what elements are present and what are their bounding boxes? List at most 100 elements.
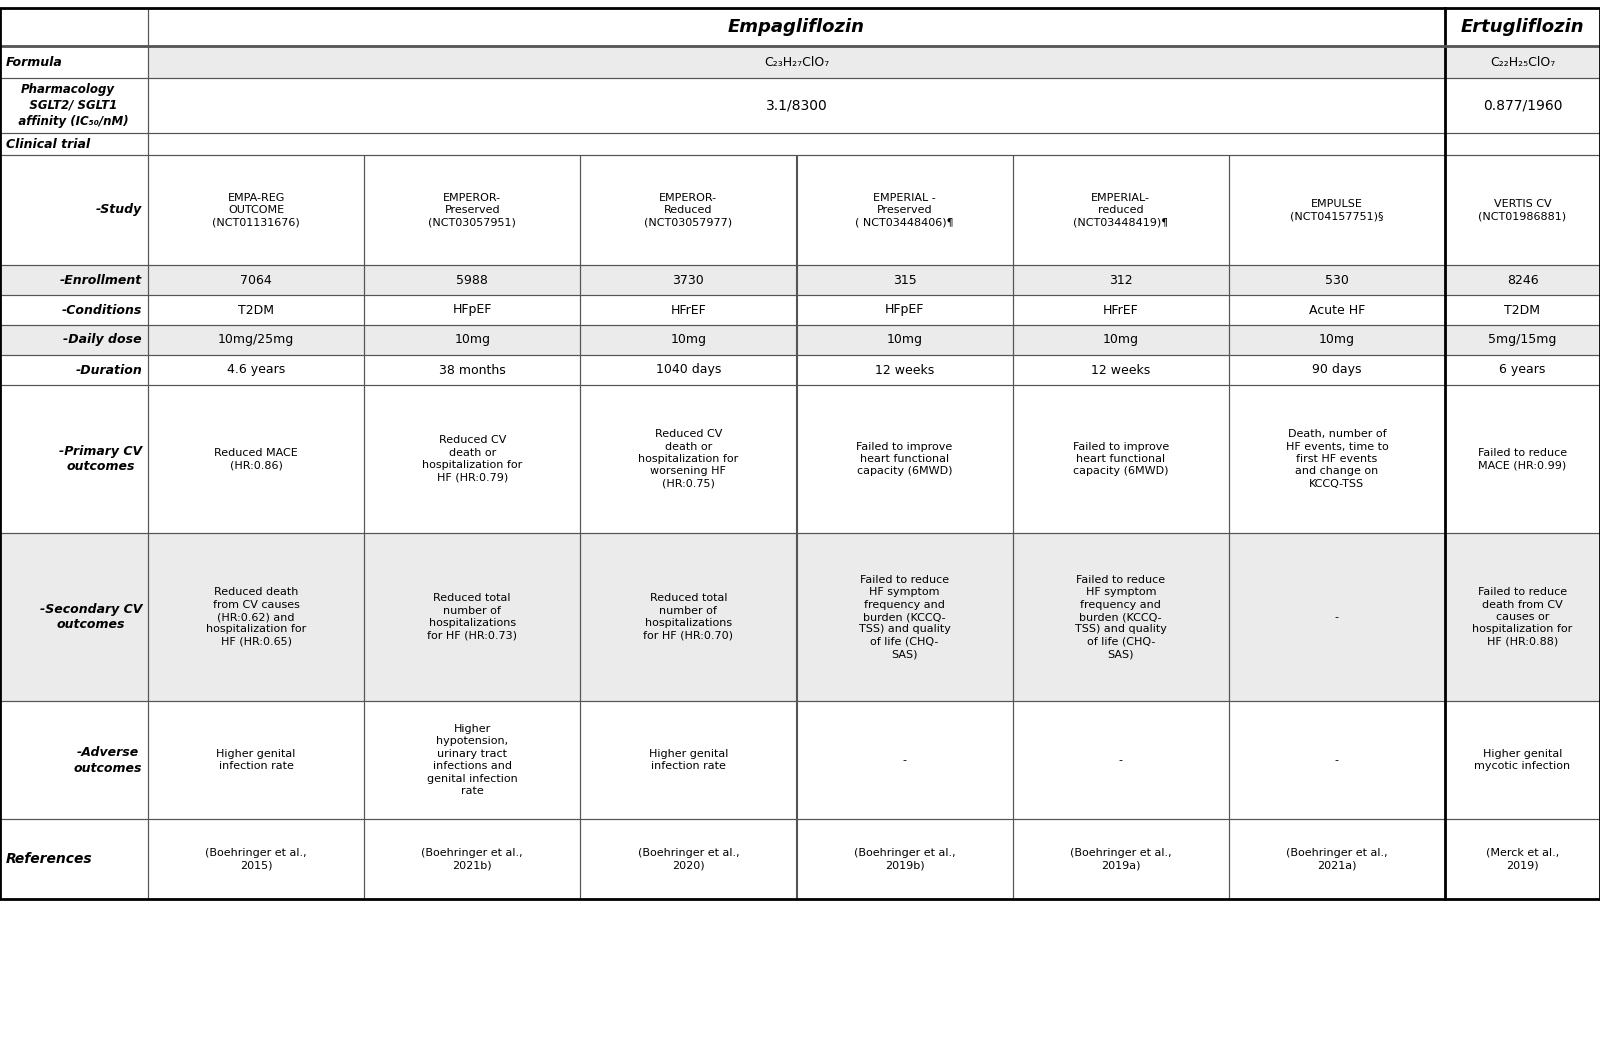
Bar	[1013, 295, 1229, 325]
Bar	[1445, 155, 1600, 265]
Bar	[0, 533, 147, 701]
Bar	[1013, 155, 1229, 265]
Text: -Study: -Study	[96, 203, 142, 217]
Text: -Duration: -Duration	[75, 364, 142, 377]
Text: Higher genital
infection rate: Higher genital infection rate	[648, 749, 728, 771]
Bar	[1229, 325, 1445, 355]
Bar	[581, 819, 797, 899]
Bar	[0, 819, 147, 899]
Bar	[581, 295, 797, 325]
Text: 12 weeks: 12 weeks	[1091, 364, 1150, 377]
Bar	[1229, 155, 1445, 265]
Text: 1040 days: 1040 days	[656, 364, 722, 377]
Bar	[581, 155, 797, 265]
Bar	[0, 265, 147, 295]
Text: (Merck et al.,
2019): (Merck et al., 2019)	[1486, 848, 1558, 870]
Text: -Primary CV
outcomes: -Primary CV outcomes	[59, 444, 142, 474]
Text: Clinical trial: Clinical trial	[6, 138, 90, 150]
Text: -Secondary CV
outcomes: -Secondary CV outcomes	[40, 603, 142, 631]
Bar	[1013, 325, 1229, 355]
Bar	[581, 533, 797, 701]
Bar	[147, 265, 365, 295]
Bar	[365, 533, 581, 701]
Bar	[1013, 819, 1229, 899]
Bar	[797, 533, 1013, 701]
Text: 10mg: 10mg	[1318, 334, 1355, 346]
Bar	[1445, 265, 1600, 295]
Bar	[365, 295, 581, 325]
Text: -: -	[1118, 755, 1123, 765]
Bar	[797, 819, 1013, 899]
Bar	[1445, 533, 1600, 701]
Bar	[1229, 385, 1445, 533]
Bar	[1229, 533, 1445, 701]
Text: C₂₂H₂₅ClO₇: C₂₂H₂₅ClO₇	[1490, 55, 1555, 69]
Bar	[0, 325, 147, 355]
Text: C₂₃H₂₇ClO₇: C₂₃H₂₇ClO₇	[763, 55, 829, 69]
Bar	[581, 819, 797, 899]
Bar	[1229, 155, 1445, 265]
Text: 6 years: 6 years	[1499, 364, 1546, 377]
Text: 0.877/1960: 0.877/1960	[1483, 98, 1562, 113]
Text: Failed to reduce
HF symptom
frequency and
burden (KCCQ-
TSS) and quality
of life: Failed to reduce HF symptom frequency an…	[1075, 575, 1166, 659]
Bar	[0, 355, 147, 385]
Bar	[1445, 701, 1600, 819]
Bar	[1013, 265, 1229, 295]
Bar	[365, 819, 581, 899]
Text: 3.1/8300: 3.1/8300	[766, 98, 827, 113]
Bar	[147, 701, 365, 819]
Bar	[797, 701, 1013, 819]
Bar	[1013, 819, 1229, 899]
Bar	[147, 8, 1445, 46]
Bar	[0, 78, 147, 134]
Bar	[581, 155, 797, 265]
Bar	[0, 295, 147, 325]
Bar	[797, 325, 1013, 355]
Text: VERTIS CV
(NCT01986881): VERTIS CV (NCT01986881)	[1478, 199, 1566, 221]
Text: (Boehringer et al.,
2019a): (Boehringer et al., 2019a)	[1070, 848, 1171, 870]
Text: (Boehringer et al.,
2021a): (Boehringer et al., 2021a)	[1286, 848, 1387, 870]
Text: -: -	[1334, 612, 1339, 622]
Text: Failed to improve
heart functional
capacity (6MWD): Failed to improve heart functional capac…	[1072, 441, 1170, 477]
Bar	[581, 325, 797, 355]
Text: -Daily dose: -Daily dose	[64, 334, 142, 346]
Text: Failed to reduce
HF symptom
frequency and
burden (KCCQ-
TSS) and quality
of life: Failed to reduce HF symptom frequency an…	[859, 575, 950, 659]
Bar	[1013, 701, 1229, 819]
Bar	[797, 385, 1013, 533]
Bar	[1445, 533, 1600, 701]
Bar	[1445, 46, 1600, 78]
Bar	[0, 8, 147, 46]
Text: EMPA-REG
OUTCOME
(NCT01131676): EMPA-REG OUTCOME (NCT01131676)	[213, 193, 299, 227]
Bar	[147, 155, 365, 265]
Text: Failed to reduce
MACE (HR:0.99): Failed to reduce MACE (HR:0.99)	[1478, 447, 1566, 470]
Text: 10mg: 10mg	[886, 334, 923, 346]
Bar	[0, 134, 147, 155]
Bar	[1229, 265, 1445, 295]
Bar	[1013, 385, 1229, 533]
Bar	[1229, 819, 1445, 899]
Text: Empagliflozin: Empagliflozin	[728, 18, 866, 37]
Bar	[147, 819, 365, 899]
Bar	[797, 295, 1013, 325]
Text: Reduced total
number of
hospitalizations
for HF (HR:0.73): Reduced total number of hospitalizations…	[427, 593, 517, 640]
Text: 12 weeks: 12 weeks	[875, 364, 934, 377]
Bar	[1013, 701, 1229, 819]
Text: Ertugliflozin: Ertugliflozin	[1461, 18, 1584, 37]
Bar	[0, 325, 147, 355]
Text: 530: 530	[1325, 273, 1349, 287]
Bar	[147, 385, 365, 533]
Bar	[0, 8, 1600, 899]
Bar	[1445, 134, 1600, 155]
Bar	[797, 701, 1013, 819]
Bar	[1013, 533, 1229, 701]
Bar	[581, 295, 797, 325]
Text: Reduced CV
death or
hospitalization for
worsening HF
(HR:0.75): Reduced CV death or hospitalization for …	[638, 430, 739, 489]
Bar	[1445, 295, 1600, 325]
Bar	[797, 355, 1013, 385]
Text: EMPERIAL-
reduced
(NCT03448419)¶: EMPERIAL- reduced (NCT03448419)¶	[1074, 193, 1168, 227]
Text: 5mg/15mg: 5mg/15mg	[1488, 334, 1557, 346]
Bar	[0, 819, 147, 899]
Bar	[0, 8, 147, 46]
Text: Formula: Formula	[6, 55, 62, 69]
Bar	[797, 295, 1013, 325]
